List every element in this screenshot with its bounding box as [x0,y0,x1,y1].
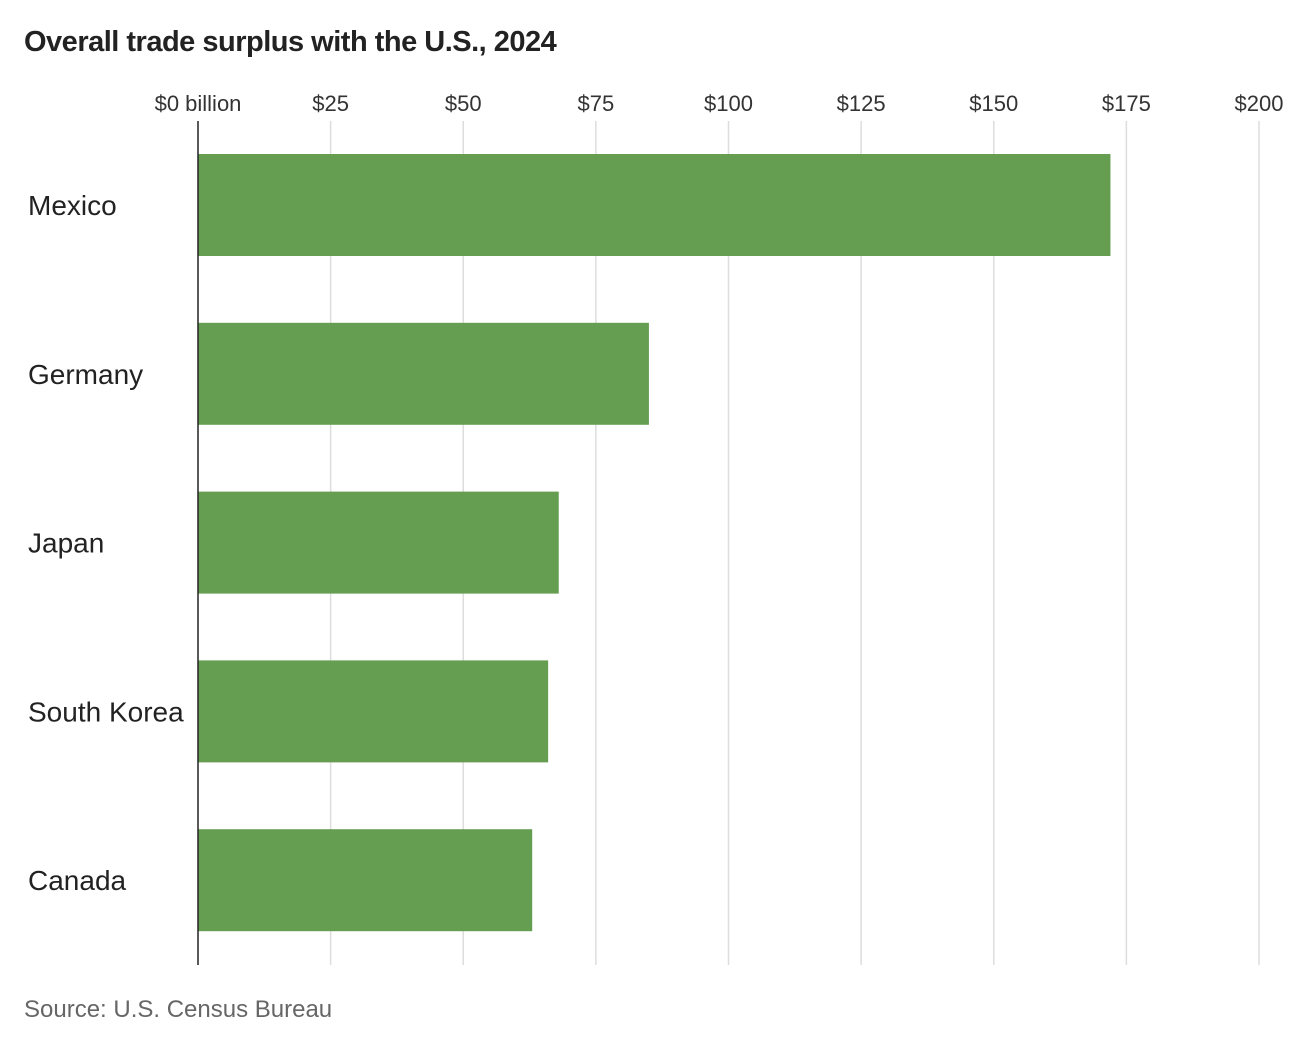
x-tick-label: $150 [969,91,1018,116]
x-tick-label: $50 [445,91,482,116]
x-tick-label: $125 [837,91,886,116]
x-tick-label: $0 billion [155,91,242,116]
bar-germany [198,322,649,425]
x-tick-label: $25 [312,91,349,116]
category-labels: Mexico Germany Japan South Korea Canada [28,190,184,896]
category-label: Canada [28,865,127,896]
chart-title: Overall trade surplus with the U.S., 202… [24,26,557,58]
bars [198,154,1111,932]
bar-canada [198,829,533,932]
category-label: Germany [28,359,143,390]
category-label: Mexico [28,190,117,221]
source-note: Source: U.S. Census Bureau [24,996,333,1023]
category-label: South Korea [28,696,184,727]
bar-japan [198,491,559,594]
x-tick-label: $75 [578,91,615,116]
x-tick-label: $100 [704,91,753,116]
x-tick-label: $200 [1235,91,1284,116]
bar-south-korea [198,660,549,763]
category-label: Japan [28,528,104,559]
bar-mexico [198,154,1111,256]
x-axis-tick-labels: $0 billion $25 $50 $75 $100 $125 $150 $175 $200 [155,91,1284,116]
x-tick-label: $175 [1102,91,1151,116]
